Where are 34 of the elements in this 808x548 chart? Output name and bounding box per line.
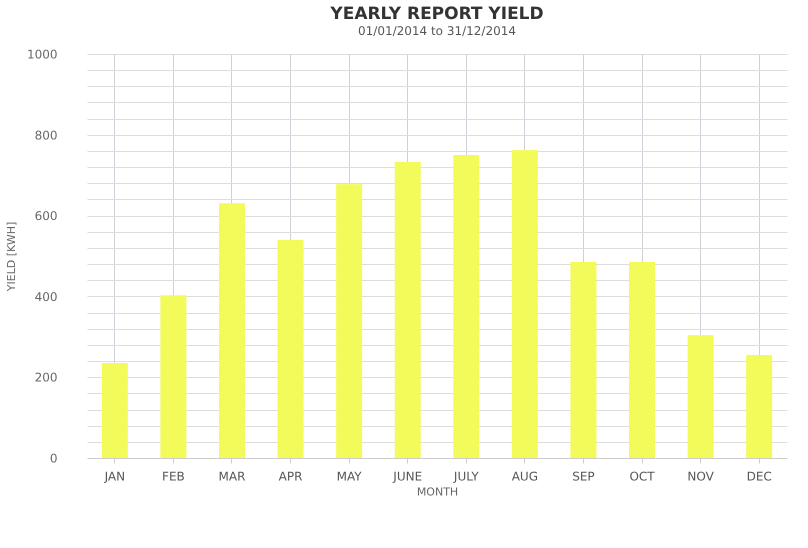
bar	[336, 184, 362, 458]
x-tick-label: FEB	[162, 470, 185, 484]
y-tick-label: 600	[34, 209, 58, 224]
chart-subtitle: 01/01/2014 to 31/12/2014	[358, 24, 516, 38]
bar	[453, 155, 480, 458]
bar	[160, 295, 186, 458]
bar	[688, 335, 714, 458]
y-tick-label: 400	[34, 290, 58, 304]
x-tick-label: APR	[278, 470, 302, 484]
bar	[570, 262, 596, 458]
x-tick-label: OCT	[629, 470, 656, 484]
x-tick-label: MAY	[336, 470, 362, 484]
x-tick-label: JUNE	[392, 470, 422, 484]
bar	[746, 354, 772, 458]
bar	[218, 203, 245, 458]
bar	[629, 262, 656, 458]
x-tick-label: JAN	[104, 470, 126, 484]
y-axis-title: YIELD [KWH]	[4, 222, 18, 292]
bar	[278, 240, 304, 458]
y-tick-label: 0	[50, 452, 58, 466]
x-tick-label: SEP	[572, 470, 595, 484]
x-tick-label: NOV	[687, 470, 715, 484]
x-tick-label: MAR	[218, 470, 246, 484]
bar	[512, 150, 538, 458]
x-tick-label: JULY	[452, 470, 480, 484]
y-tick-label: 200	[34, 370, 58, 385]
x-tick-label: AUG	[512, 470, 538, 484]
y-tick-label: 1000	[26, 48, 58, 62]
x-tick-label: DEC	[746, 470, 772, 484]
bar	[394, 162, 421, 458]
x-axis-title: MONTH	[416, 486, 458, 498]
y-tick-label: 800	[34, 128, 58, 142]
chart-title: YEARLY REPORT YIELD	[329, 4, 544, 24]
bar	[102, 363, 128, 458]
